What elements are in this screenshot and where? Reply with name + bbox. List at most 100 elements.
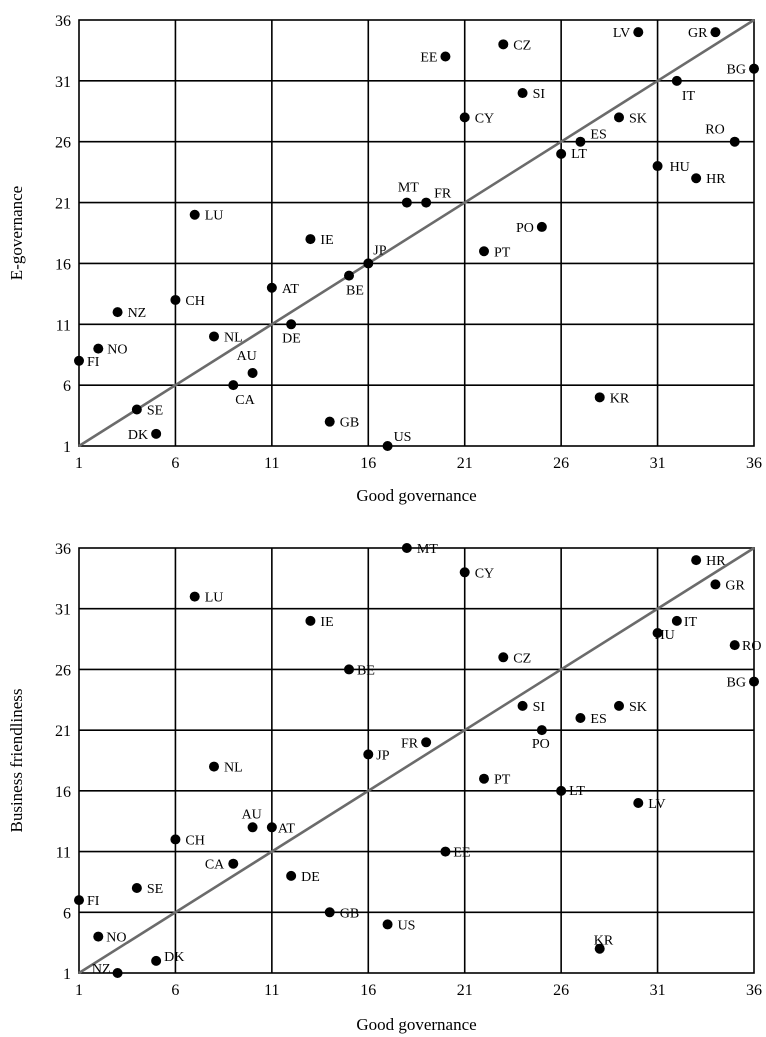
x-tick-label: 6 xyxy=(171,455,179,472)
data-label-lu: LU xyxy=(205,209,224,224)
data-point-it xyxy=(671,75,682,86)
y-tick-label: 11 xyxy=(56,845,71,862)
data-label-at: AT xyxy=(282,282,300,297)
y-tick-label: 6 xyxy=(63,378,71,395)
data-label-si: SI xyxy=(533,87,546,102)
data-label-po: PO xyxy=(516,221,534,236)
x-tick-label: 31 xyxy=(650,455,666,472)
data-point-jp xyxy=(363,258,374,269)
data-label-mt: MT xyxy=(398,181,419,196)
data-point-kr xyxy=(594,392,605,403)
data-point-es xyxy=(575,713,586,723)
diagonal-reference-line xyxy=(78,546,755,975)
data-label-ch: CH xyxy=(185,294,204,309)
data-point-gr xyxy=(710,27,721,38)
data-point-dk xyxy=(151,428,162,439)
data-label-it: IT xyxy=(682,89,696,104)
data-label-pt: PT xyxy=(494,773,511,788)
data-label-cy: CY xyxy=(475,111,494,126)
data-label-se: SE xyxy=(147,882,163,897)
data-label-us: US xyxy=(394,430,412,445)
y-tick-label: 6 xyxy=(63,905,71,922)
data-label-ie: IE xyxy=(320,233,333,248)
data-point-no xyxy=(93,343,104,354)
data-point-sk xyxy=(614,700,624,711)
data-label-fi: FI xyxy=(87,894,100,909)
data-point-be xyxy=(344,270,354,281)
data-label-cz: CZ xyxy=(513,651,531,666)
data-label-au: AU xyxy=(237,349,257,364)
data-label-po: PO xyxy=(532,737,550,752)
data-label-kr: KR xyxy=(594,934,614,949)
data-label-se: SE xyxy=(147,403,163,418)
y-tick-label: 1 xyxy=(63,966,71,983)
y-tick-label: 31 xyxy=(55,602,71,619)
data-point-es xyxy=(575,136,586,147)
x-tick-label: 1 xyxy=(75,982,83,999)
data-point-us xyxy=(382,919,393,930)
data-point-lv xyxy=(633,798,644,808)
data-point-au xyxy=(247,822,258,833)
data-point-ee xyxy=(440,51,451,62)
data-point-po xyxy=(536,221,547,232)
data-label-us: US xyxy=(398,918,416,933)
y-tick-label: 21 xyxy=(55,196,71,213)
data-label-lv: LV xyxy=(613,26,630,41)
data-point-si xyxy=(517,88,528,99)
data-point-nz xyxy=(112,968,123,978)
x-tick-label: 1 xyxy=(75,455,83,472)
data-label-ro: RO xyxy=(705,123,724,138)
data-label-mt: MT xyxy=(417,542,438,557)
data-label-lv: LV xyxy=(648,797,665,812)
data-point-ie xyxy=(305,615,316,626)
data-point-gb xyxy=(324,907,335,918)
y-tick-label: 26 xyxy=(55,135,71,152)
plot-frame xyxy=(78,19,755,447)
data-point-lt xyxy=(556,785,567,796)
data-point-pt xyxy=(479,773,489,784)
data-label-lt: LT xyxy=(569,784,585,799)
data-point-ro xyxy=(729,136,740,147)
diagonal-reference-line xyxy=(78,18,755,448)
data-point-nz xyxy=(112,307,123,318)
data-label-lt: LT xyxy=(571,147,587,162)
data-point-cz xyxy=(498,39,509,50)
y-tick-label: 36 xyxy=(55,541,71,558)
data-point-ch xyxy=(170,834,181,845)
data-label-hr: HR xyxy=(706,554,726,569)
data-point-se xyxy=(131,404,142,415)
data-label-ch: CH xyxy=(185,833,204,848)
data-point-hr xyxy=(691,173,702,184)
x-tick-label: 31 xyxy=(650,982,666,999)
data-label-cz: CZ xyxy=(513,38,531,53)
data-point-lu xyxy=(189,209,200,220)
data-point-fr xyxy=(421,197,432,208)
data-label-bg: BG xyxy=(727,676,746,691)
x-axis-label: Good governance xyxy=(356,1015,476,1034)
data-point-cy xyxy=(459,567,470,578)
data-label-hu: HU xyxy=(670,160,690,175)
data-label-hr: HR xyxy=(706,172,726,187)
data-point-be xyxy=(344,664,354,675)
y-tick-label: 16 xyxy=(55,256,71,273)
data-label-ee: EE xyxy=(453,846,470,861)
data-label-no: NO xyxy=(106,931,126,946)
data-label-pt: PT xyxy=(494,245,511,260)
data-point-kr xyxy=(594,943,605,954)
data-point-nl xyxy=(209,331,219,342)
y-axis-label: Business friendliness xyxy=(7,688,26,832)
data-point-at xyxy=(266,822,277,833)
data-point-nl xyxy=(209,761,219,772)
data-point-po xyxy=(536,725,547,736)
data-label-nl: NL xyxy=(224,761,243,776)
data-point-pt xyxy=(479,246,489,257)
data-point-hu xyxy=(652,161,663,172)
data-point-si xyxy=(517,700,528,711)
x-tick-label: 16 xyxy=(360,982,376,999)
data-point-hr xyxy=(691,555,702,566)
y-tick-label: 21 xyxy=(55,723,71,740)
data-label-kr: KR xyxy=(610,391,630,406)
y-tick-label: 11 xyxy=(56,317,71,334)
data-label-de: DE xyxy=(282,331,301,346)
